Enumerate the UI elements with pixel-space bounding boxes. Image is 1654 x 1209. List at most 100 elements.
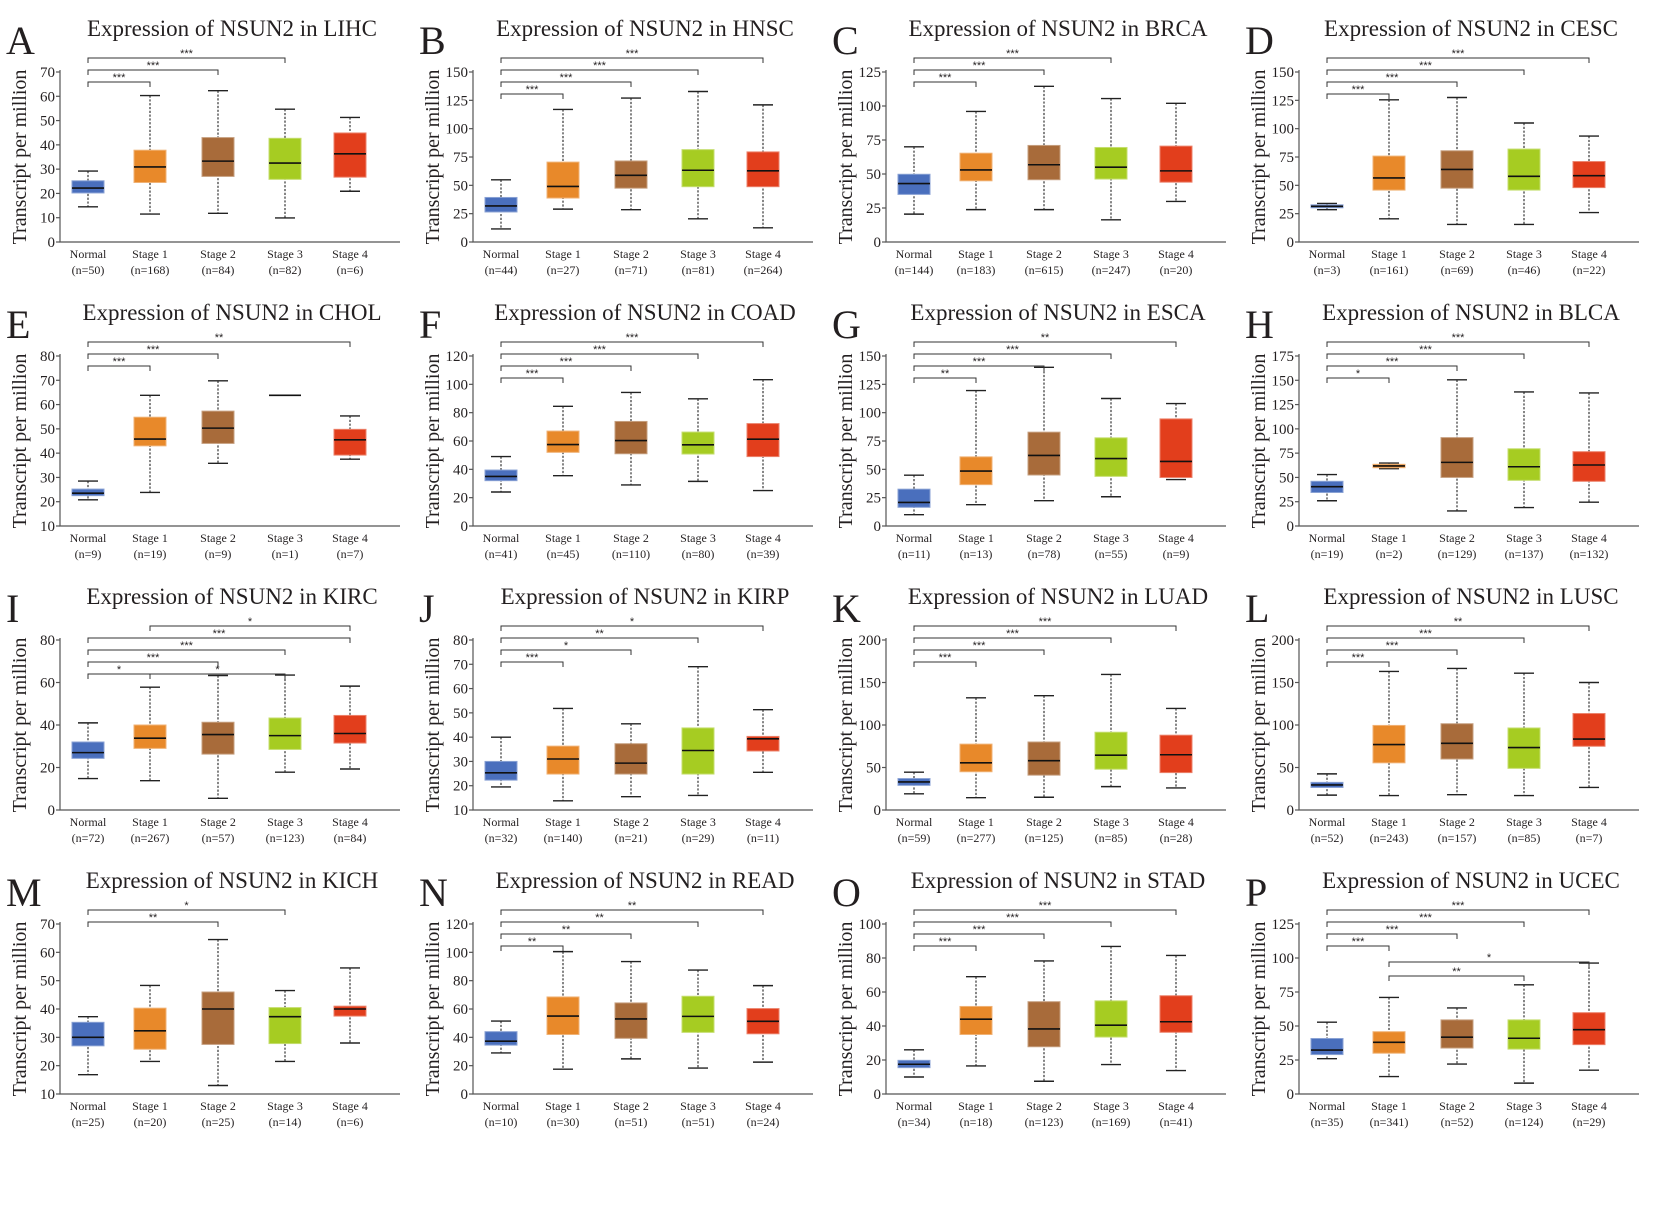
x-category-label: Stage 1: [132, 815, 168, 829]
y-tick-label: 150: [1272, 373, 1295, 389]
x-sample-size: (n=84): [334, 831, 367, 845]
x-category-label: Normal: [1309, 815, 1346, 829]
y-tick-label: 60: [453, 682, 468, 698]
y-axis-label: Transcript per million: [1248, 70, 1270, 245]
significance-bracket: [500, 69, 699, 75]
panel-esca: G Expression of NSUN2 in ESCA Transcript p…: [826, 286, 1239, 588]
x-category-label: Stage 2: [1439, 531, 1475, 545]
significance-label: ***: [1419, 912, 1433, 924]
y-tick-label: 75: [453, 150, 468, 166]
x-sample-size: (n=13): [960, 547, 993, 561]
x-category-label: Stage 3: [267, 1099, 303, 1113]
y-tick-label: 40: [40, 446, 55, 462]
x-category-label: Stage 1: [1371, 247, 1407, 261]
significance-label: **: [595, 912, 604, 924]
chart-title: Expression of NSUN2 in LUSC: [1323, 584, 1618, 609]
x-category-label: Stage 2: [613, 531, 649, 545]
panel-letter: G: [832, 302, 861, 347]
boxplot-kich: M Expression of NSUN2 in KICH Transcript p…: [6, 868, 400, 1129]
y-tick-label: 200: [1272, 633, 1295, 649]
significance-label: ***: [1452, 900, 1466, 912]
x-category-label: Stage 2: [1026, 247, 1062, 261]
significance-bracket: [500, 365, 632, 371]
x-category-label: Stage 3: [1093, 247, 1129, 261]
y-tick-label: 20: [40, 761, 55, 777]
iqr-box: [681, 995, 715, 1033]
x-category-label: Stage 2: [1439, 247, 1475, 261]
panel-letter: H: [1245, 302, 1274, 347]
significance-bracket: [87, 353, 219, 359]
significance-label: **: [149, 912, 158, 924]
y-axis-label: Transcript per million: [422, 354, 444, 529]
chart-title: Expression of NSUN2 in READ: [496, 868, 795, 893]
panel-cesc: D Expression of NSUN2 in CESC Transcript p…: [1239, 2, 1652, 304]
box-normal: [71, 170, 105, 208]
panel-brca: C Expression of NSUN2 in BRCA Transcript p…: [826, 2, 1239, 304]
significance-bracket: [1326, 69, 1525, 75]
x-category-label: Normal: [70, 815, 107, 829]
box-normal: [484, 179, 518, 230]
significance-label: ***: [1386, 640, 1400, 652]
y-tick-label: 40: [40, 1002, 55, 1018]
x-category-label: Normal: [896, 1099, 933, 1113]
significance-label: ***: [626, 332, 640, 344]
iqr-box: [71, 488, 105, 497]
box-stage-4: [1159, 102, 1193, 203]
box-stage-4: [333, 967, 367, 1044]
x-sample-size: (n=11): [747, 831, 779, 845]
significance-bracket: [1326, 921, 1525, 927]
panel-kirp: J Expression of NSUN2 in KIRP Transcript p…: [413, 570, 826, 872]
x-sample-size: (n=41): [1160, 1115, 1193, 1129]
y-tick-label: 10: [40, 211, 55, 227]
significance-label: ***: [973, 924, 987, 936]
box-stage-2: [1440, 379, 1474, 512]
y-axis-label: Transcript per million: [9, 638, 31, 813]
box-stage-4: [333, 116, 367, 192]
iqr-box: [1507, 1019, 1541, 1050]
box-stage-4: [1572, 135, 1606, 214]
x-category-label: Stage 4: [745, 531, 781, 545]
significance-bracket: [913, 377, 977, 383]
y-tick-label: 60: [40, 945, 55, 961]
significance-bracket: [913, 909, 1177, 915]
x-sample-size: (n=32): [485, 831, 518, 845]
box-stage-1: [1372, 462, 1406, 470]
y-tick-label: 100: [859, 406, 882, 422]
box-stage-2: [201, 89, 235, 215]
x-sample-size: (n=110): [612, 547, 650, 561]
x-sample-size: (n=615): [1025, 263, 1064, 277]
y-tick-label: 20: [453, 779, 468, 795]
significance-bracket: [1326, 933, 1458, 939]
significance-bracket: [87, 81, 151, 87]
iqr-box: [484, 1031, 518, 1046]
iqr-box: [897, 173, 931, 195]
box-stage-2: [1027, 366, 1061, 502]
box-stage-1: [1372, 670, 1406, 797]
x-category-label: Stage 1: [545, 815, 581, 829]
panel-blca: H Expression of NSUN2 in BLCA Transcript p…: [1239, 286, 1652, 588]
iqr-box: [333, 714, 367, 744]
panel-letter: D: [1245, 18, 1274, 63]
x-sample-size: (n=25): [72, 1115, 105, 1129]
y-tick-label: 80: [453, 406, 468, 422]
x-sample-size: (n=22): [1573, 263, 1606, 277]
y-tick-label: 125: [1272, 93, 1295, 109]
box-stage-3: [681, 398, 715, 483]
significance-bracket: [913, 57, 1112, 63]
x-sample-size: (n=81): [682, 263, 715, 277]
iqr-box: [546, 161, 580, 199]
x-sample-size: (n=52): [1441, 1115, 1474, 1129]
boxplot-kirc: I Expression of NSUN2 in KIRC Transcript p…: [6, 584, 400, 845]
y-axis-label: Transcript per million: [835, 354, 857, 529]
y-tick-label: 80: [40, 633, 55, 649]
x-category-label: Normal: [1309, 1099, 1346, 1113]
x-category-label: Stage 3: [1506, 247, 1542, 261]
significance-label: *: [184, 900, 189, 912]
y-tick-label: 20: [40, 1059, 55, 1075]
x-sample-size: (n=11): [898, 547, 930, 561]
significance-bracket: [87, 69, 219, 75]
box-stage-1: [133, 394, 167, 494]
significance-label: ***: [1006, 912, 1020, 924]
chart-title: Expression of NSUN2 in BLCA: [1322, 300, 1620, 325]
iqr-box: [1094, 1000, 1128, 1038]
